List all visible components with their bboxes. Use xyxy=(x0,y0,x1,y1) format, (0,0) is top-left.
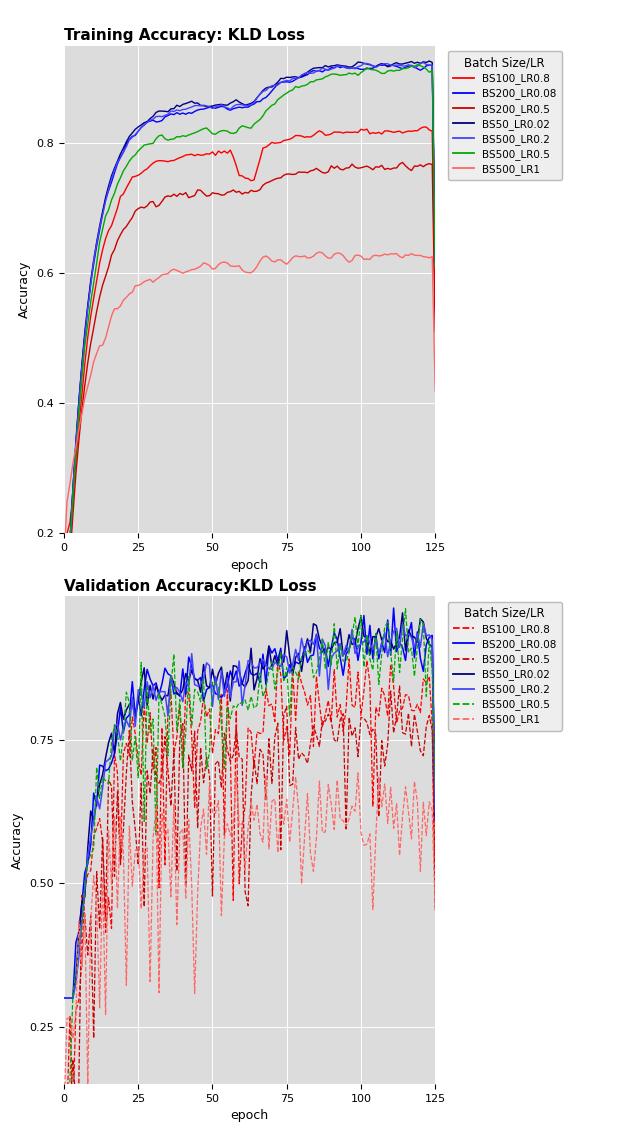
Text: Validation Accuracy:KLD Loss: Validation Accuracy:KLD Loss xyxy=(64,579,317,594)
X-axis label: epoch: epoch xyxy=(230,1109,269,1122)
Legend: BS100_LR0.8, BS200_LR0.08, BS200_LR0.5, BS50_LR0.02, BS500_LR0.2, BS500_LR0.5, B: BS100_LR0.8, BS200_LR0.08, BS200_LR0.5, … xyxy=(448,602,562,731)
Legend: BS100_LR0.8, BS200_LR0.08, BS200_LR0.5, BS50_LR0.02, BS500_LR0.2, BS500_LR0.5, B: BS100_LR0.8, BS200_LR0.08, BS200_LR0.5, … xyxy=(448,52,562,180)
Y-axis label: Accuracy: Accuracy xyxy=(18,260,31,319)
Y-axis label: Accuracy: Accuracy xyxy=(11,811,24,869)
X-axis label: epoch: epoch xyxy=(230,559,269,571)
Text: Training Accuracy: KLD Loss: Training Accuracy: KLD Loss xyxy=(64,29,305,44)
